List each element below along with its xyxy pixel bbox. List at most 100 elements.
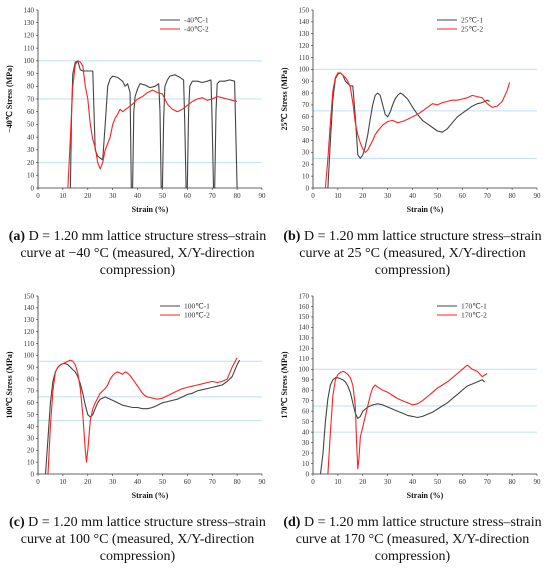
y-tick-label: 130	[24, 19, 35, 27]
x-tick-label: 30	[384, 192, 392, 200]
chart-svg-a: 0 10 20 30 40 50 60 70 80 90 100 110 120 130 140 0 10 20 3…	[5, 6, 266, 214]
chart-panel-b: 0 10 20 30 40 50 60 70 80 90 100 110 120 130 140 150 0 10…	[275, 0, 550, 286]
y-tick-label: 140	[299, 18, 310, 26]
y-tick-label: 0	[31, 184, 35, 192]
chart-svg-d: 0102030405060708090100110120130140150160…	[280, 292, 542, 500]
x-tick-label: 20	[359, 478, 367, 486]
x-tick-label: 60	[184, 192, 192, 200]
y-tick-label: 90	[27, 70, 35, 78]
x-tick-label: 40	[409, 478, 417, 486]
y-tick-label: 170	[299, 292, 310, 300]
y-tick-label: 120	[299, 345, 310, 353]
caption-text-d: D = 1.20 mm lattice structure stress–str…	[295, 515, 542, 564]
y-tick-label: 100	[299, 366, 310, 374]
x-tick-label: 0	[36, 192, 40, 200]
x-tick-label: 10	[334, 192, 342, 200]
y-tick-label: 0	[306, 184, 310, 192]
chart-panel-d: 0 10 20 30 40 50 60 70 80 90 100 110 120 130 140 150 160…	[275, 286, 550, 572]
y-tick-label: 150	[299, 313, 310, 321]
y-tick-label: 70	[302, 101, 310, 109]
y-tick-label: 20	[27, 159, 35, 167]
x-tick-label: 0	[36, 478, 40, 486]
y-axis-title: 25℃ Stress (MPa)	[280, 67, 289, 130]
caption-text-b: D = 1.20 mm lattice structure stress–str…	[299, 229, 542, 278]
x-tick-label: 80	[234, 478, 242, 486]
y-tick-label: 80	[302, 89, 310, 97]
caption-b: (b) D = 1.20 mm lattice structure stress…	[275, 228, 550, 279]
y-tick-label: 80	[302, 387, 310, 395]
x-tick-label: 40	[134, 478, 142, 486]
x-tick-label: 30	[109, 478, 117, 486]
y-tick-label: 140	[24, 304, 35, 312]
y-tick-label: 10	[302, 172, 310, 180]
y-tick-label: 130	[299, 30, 310, 38]
y-tick-label: 110	[299, 54, 310, 62]
chart-panel-a: 0 10 20 30 40 50 60 70 80 90 100 110 120 130 140 0 10 20 3…	[0, 0, 275, 286]
legend-label-2: 25℃-2	[461, 25, 483, 34]
legend-label-2: 170℃-2	[461, 311, 487, 320]
x-tick-label: 40	[409, 192, 417, 200]
y-tick-label: 80	[27, 83, 35, 91]
x-tick-label: 70	[484, 478, 492, 486]
legend-label-1: 25℃-1	[461, 16, 483, 25]
y-tick-label: 90	[27, 364, 35, 372]
y-tick-label: 120	[24, 32, 35, 40]
series-line-1	[319, 377, 486, 475]
y-tick-label: 30	[302, 149, 310, 157]
x-axis-title: Strain (%)	[132, 205, 169, 214]
legend-label-2: 100℃-2	[184, 311, 210, 320]
caption-letter-a: (a)	[8, 229, 26, 244]
x-tick-label: 90	[534, 478, 542, 486]
x-tick-label: 80	[509, 192, 516, 200]
y-tick-label: 30	[302, 439, 310, 447]
x-tick-label: 10	[59, 192, 67, 200]
y-tick-label: 0	[31, 470, 35, 478]
caption-letter-c: (c)	[9, 515, 25, 530]
x-tick-label: 80	[234, 192, 242, 200]
y-tick-label: 60	[27, 108, 35, 116]
y-tick-label: 50	[302, 125, 310, 133]
y-tick-label: 50	[27, 121, 35, 129]
x-axis-title: Strain (%)	[407, 205, 444, 214]
y-tick-label: 20	[27, 447, 35, 455]
series-line-2	[47, 357, 238, 475]
chart-panel-c: 0 10 20 30 40 50 60 70 80 90 100 110 120 130 140 150 0 10…	[0, 286, 275, 572]
y-tick-label: 50	[27, 411, 35, 419]
y-tick-label: 10	[27, 458, 35, 466]
x-tick-label: 60	[459, 478, 467, 486]
x-tick-label: 40	[134, 192, 142, 200]
caption-letter-d: (d)	[283, 515, 301, 530]
x-tick-label: 60	[459, 192, 467, 200]
x-tick-label: 30	[109, 192, 117, 200]
series-line-2	[67, 60, 238, 189]
chart-svg-b: 0 10 20 30 40 50 60 70 80 90 100 110 120 130 140 150 0 10…	[280, 6, 542, 214]
y-tick-label: 140	[299, 324, 310, 332]
y-tick-label: 60	[27, 399, 35, 407]
y-tick-label: 70	[27, 387, 35, 395]
y-tick-label: 100	[299, 66, 310, 74]
x-tick-label: 20	[359, 192, 367, 200]
x-tick-label: 90	[534, 192, 542, 200]
x-tick-label: 10	[59, 478, 67, 486]
y-tick-label: 40	[302, 137, 310, 145]
y-tick-label: 100	[24, 352, 35, 360]
x-tick-label: 30	[384, 478, 392, 486]
x-tick-label: 70	[484, 192, 492, 200]
y-tick-label: 70	[302, 397, 310, 405]
y-axis-title: 100℃ Stress (MPa)	[5, 351, 14, 418]
y-tick-label: 20	[302, 161, 310, 169]
x-axis-title: Strain (%)	[132, 491, 169, 500]
y-tick-label: 120	[299, 42, 310, 50]
x-tick-label: 50	[159, 192, 167, 200]
x-tick-label: 0	[311, 478, 315, 486]
y-tick-label: 110	[24, 340, 35, 348]
y-tick-label: 120	[24, 328, 35, 336]
y-tick-label: 90	[302, 78, 310, 86]
y-tick-label: 110	[299, 355, 310, 363]
y-tick-label: 40	[27, 133, 35, 141]
y-tick-label: 110	[24, 44, 35, 52]
y-tick-label: 20	[302, 449, 310, 457]
x-tick-label: 60	[184, 478, 192, 486]
y-tick-label: 70	[27, 95, 35, 103]
y-tick-label: 40	[302, 428, 310, 436]
